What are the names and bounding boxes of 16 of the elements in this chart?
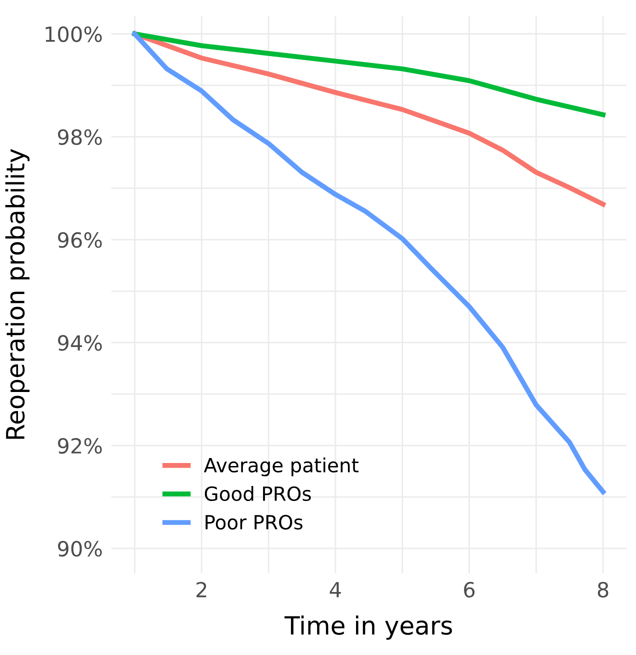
y-tick-label: 96%: [58, 232, 102, 248]
y-tick-label: 90%: [58, 540, 102, 557]
x-tick-label: 6: [464, 582, 475, 598]
x-tick-label: 8: [598, 582, 608, 598]
x-tick-label: 2: [196, 582, 206, 598]
y-tick-label: 92%: [58, 438, 102, 454]
x-axis-title: Time in years: [284, 616, 452, 640]
line-series: [132, 31, 606, 118]
legend-label: Good PROs: [204, 486, 311, 502]
legend-label: Poor PROs: [206, 514, 302, 530]
y-tick-label: 94%: [58, 335, 102, 351]
y-tick-label: 98%: [58, 129, 102, 145]
x-tick-label: 4: [330, 582, 341, 598]
y-axis-title: Reoperation probability: [5, 149, 30, 439]
y-tick-label: 100%: [46, 26, 102, 42]
legend-label: Average patient: [204, 457, 359, 476]
